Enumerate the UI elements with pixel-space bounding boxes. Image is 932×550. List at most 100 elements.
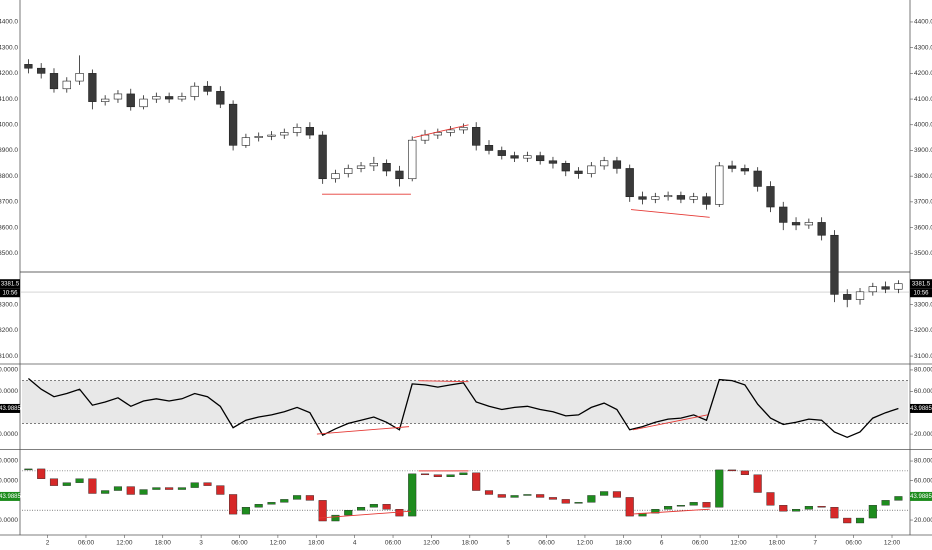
candle-body [881,286,890,290]
candle-body [779,206,788,223]
y-tick-label: 3200.0 [0,327,18,334]
y-tick-label: 4100.0 [0,96,18,103]
rsi-candle [305,495,314,501]
candle-body [459,127,468,131]
rsi-candle [766,492,775,506]
x-tick-label: 12:00 [884,540,901,547]
divergence-line [630,508,710,515]
y-tick-label: 4200.0 [0,70,18,77]
candle-body [651,196,660,200]
rsi-candle [190,482,199,488]
y-tick-label: 80.0000 [914,458,932,465]
y-tick-label: 3900.0 [0,147,18,154]
candle-body [587,165,596,174]
countdown-label-box [910,288,932,298]
candle-body [152,96,161,100]
y-tick-label: 3700.0 [0,199,18,206]
last-price-label: 3381.5 [912,281,931,287]
y-tick-label: 3600.0 [914,224,932,231]
last-value-label: 43.9885 [0,406,22,412]
candle-body [676,195,686,200]
x-tick-label: 18:00 [615,540,632,547]
last-value-label-box [0,491,20,501]
x-tick-label: 06:00 [385,540,402,547]
rsi-candle [702,502,711,508]
candle-body [408,139,417,180]
candle-body [267,134,276,137]
candle-body [574,170,583,174]
rsi-candle [868,505,877,519]
candle-body [382,163,391,172]
candle-body [113,93,123,100]
rsi-candle [24,468,33,471]
rsi-candle [75,478,84,483]
last-value-label-box [910,491,932,501]
candle-body [715,165,724,205]
rsi-candle [152,487,161,490]
rsi-candle [293,495,302,500]
candle-body [561,163,570,172]
candle-body [369,163,378,167]
y-tick-label: 3600.0 [0,224,18,231]
candle-body [791,222,801,226]
last-price-label-box [910,279,932,289]
rsi-candle [830,507,839,519]
y-tick-label: 4400.0 [914,19,932,26]
rsi-candle [497,494,506,498]
candle-body [689,196,698,200]
candle-body [446,129,455,133]
candle-body [177,96,187,100]
y-tick-label: 4000.0 [914,121,932,128]
last-value-label: 43.9885 [910,494,932,500]
rsi-candle [664,506,673,510]
rsi-candle [689,502,698,506]
last-value-label-box [910,403,932,413]
y-tick-label: 20.0000 [0,517,18,524]
rsi-candle [587,495,596,503]
candle-body [766,186,775,208]
candle-body [37,67,46,74]
y-tick-label: 80.0000 [0,367,18,374]
candle-body [497,150,506,156]
candle-body [395,170,404,180]
y-tick-label: 3500.0 [914,250,932,257]
rsi-candle [523,494,532,496]
rsi-candle [753,474,762,493]
x-tick-label: 2 [46,540,50,547]
x-tick-label: 4 [353,540,357,547]
y-tick-label: 20.0000 [914,517,932,524]
rsi-candle [62,482,71,486]
rsi-candle [561,499,570,504]
rsi-candle [382,504,391,510]
x-tick-label: 18:00 [155,540,172,547]
rsi-candle [855,517,865,524]
rsi-candle [676,505,685,507]
rsi-candle [165,487,174,490]
candle-body [599,160,609,167]
level-band [22,380,908,424]
x-tick-label: 5 [506,540,510,547]
x-tick-label: 7 [813,540,817,547]
x-tick-label: 06:00 [845,540,862,547]
candle-body [228,103,238,146]
y-tick-label: 4300.0 [914,44,932,51]
rsi-candle [139,489,148,495]
last-value-label-box [0,403,20,413]
rsi-candle [779,505,788,512]
candle-body [843,294,852,300]
divergence-line [413,124,469,139]
rsi-candle [280,499,289,503]
rsi-candle [254,504,263,508]
candle-body [868,286,877,293]
candle-body [625,168,634,198]
y-tick-label: 60.0000 [914,388,932,395]
candle-body [292,127,302,133]
rsi-candle [408,473,417,517]
candle-body [24,64,33,69]
y-tick-label: 4300.0 [0,44,18,51]
candle-body [241,137,251,146]
x-tick-label: 12:00 [116,540,133,547]
rsi-candle [318,500,327,522]
candle-body [830,234,839,295]
